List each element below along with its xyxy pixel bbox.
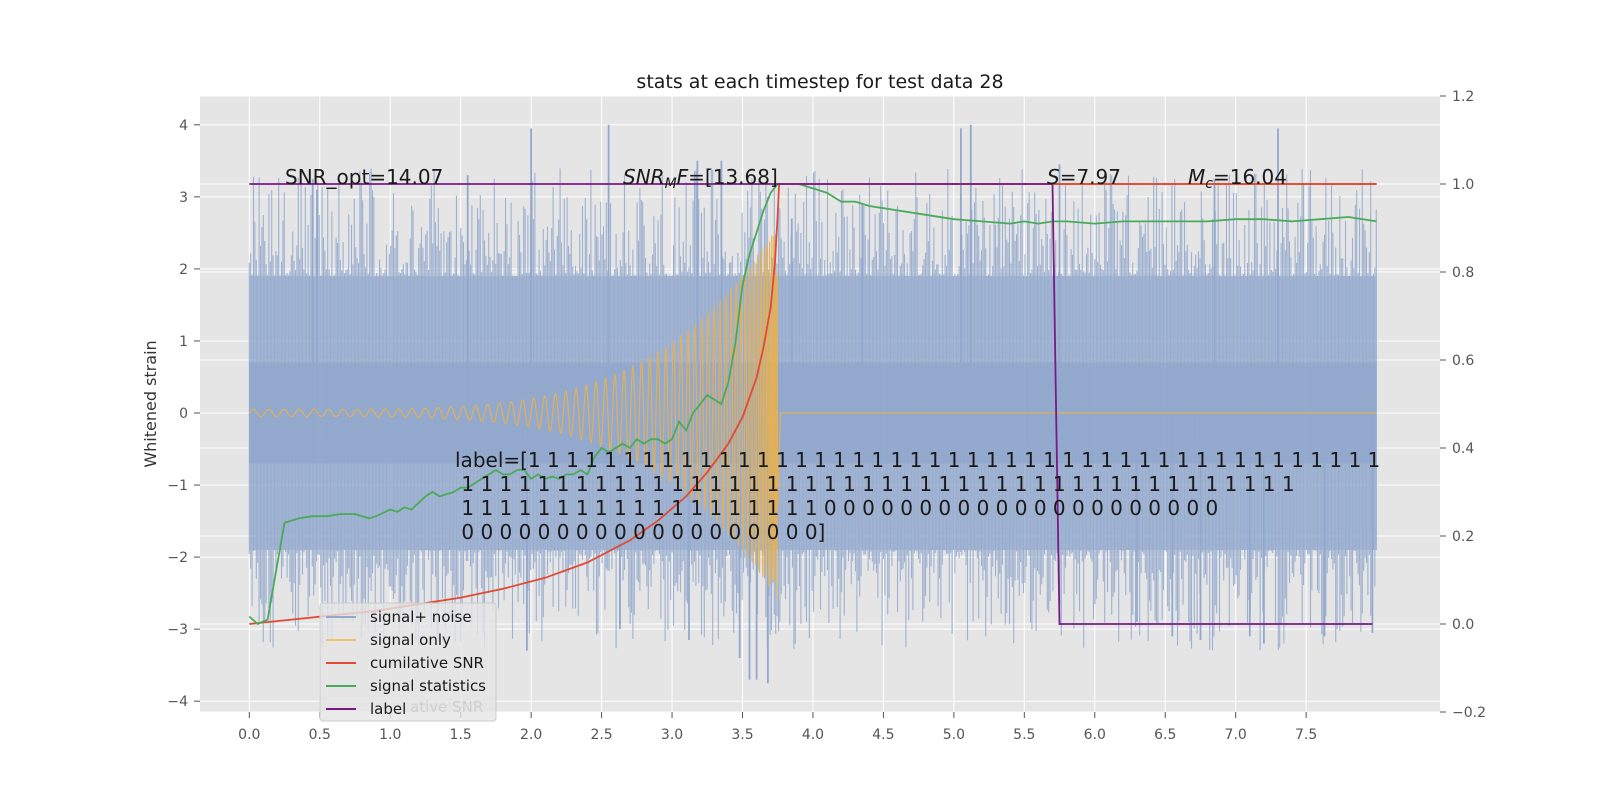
- signal-trace: [248, 235, 1377, 599]
- legend-entry: cumilative SNR: [326, 654, 484, 672]
- noise-spikes: [311, 124, 1374, 684]
- y-tick-label: −4: [167, 694, 188, 710]
- s-sym: S: [1047, 165, 1060, 189]
- y-tick-label: −2: [167, 550, 188, 566]
- series-line-signal-statistics: [248, 183, 1377, 626]
- legend-entry: signal+ noise: [326, 608, 472, 626]
- y-tick-label: 2: [179, 262, 188, 278]
- y-tick-label: 3: [179, 190, 188, 206]
- annotation-label-line-2: 1 1 1 1 1 1 1 1 1 1 1 1 1 1 1 1 1 1 1 1 …: [455, 472, 1295, 496]
- snr-mf-sym: SNR: [623, 165, 665, 189]
- y2-tick-label: 0.8: [1452, 265, 1474, 281]
- annotation-label-line-4: 0 0 0 0 0 0 0 0 0 0 0 0 0 0 0 0 0 0 0]: [455, 520, 825, 544]
- mc-sub: c: [1205, 176, 1213, 192]
- x-tick-label: 2.5: [590, 727, 612, 743]
- x-tick-label: 5.5: [1013, 727, 1035, 743]
- chart-title: stats at each timestep for test data 28: [636, 71, 1003, 93]
- x-tick-label: 5.0: [943, 727, 965, 743]
- legend: ative SNR signal+ noise signal only cumi…: [319, 602, 497, 722]
- legend-label: signal only: [370, 631, 451, 649]
- x-tick-label: 3.0: [661, 727, 683, 743]
- x-tick-label: 7.0: [1225, 727, 1247, 743]
- annotation-snr-mf: SNRMF=[13.68]: [623, 165, 778, 192]
- snr-mf-value: =[13.68]: [688, 165, 778, 189]
- x-tick-label: 2.0: [520, 727, 542, 743]
- legend-label: signal+ noise: [370, 608, 472, 626]
- snr-mf-sub: M: [665, 176, 677, 192]
- x-tick-label: 1.5: [450, 727, 472, 743]
- y2-tick-label: 1.0: [1452, 177, 1474, 193]
- x-tick-label: 7.5: [1295, 727, 1317, 743]
- annotation-snr-opt: SNR_opt=14.07: [285, 165, 443, 189]
- y-tick-label: −1: [167, 478, 188, 494]
- legend-box: [319, 602, 497, 722]
- annotation-label-line-3: 1 1 1 1 1 1 1 1 1 1 1 1 1 1 1 1 1 1 1 0 …: [455, 496, 1218, 520]
- x-tick-label: 4.5: [872, 727, 894, 743]
- y-tick-label: −3: [167, 622, 188, 638]
- y2-tick-label: 1.2: [1452, 89, 1474, 105]
- y2-tick-label: 0.4: [1452, 441, 1474, 457]
- series-line-label: [249, 183, 1373, 625]
- x-tick-label: 6.5: [1154, 727, 1176, 743]
- s-value: =7.97: [1060, 165, 1121, 189]
- mc-sym: M: [1188, 165, 1205, 189]
- legend-label: label: [370, 700, 406, 718]
- annotation-label-line-1: label=[1 1 1 1 1 1 1 1 1 1 1 1 1 1 1 1 1…: [455, 448, 1380, 472]
- legend-ghost-text: ative SNR: [410, 698, 483, 716]
- legend-entry: label: [326, 700, 406, 718]
- x-tick-label: 0.5: [309, 727, 331, 743]
- ticks: 0.0 0.5 1.0 1.5 2.0 2.5 3.0 3.5 4.0 4.5 5.0 5.5 6.0 6…: [167, 89, 1486, 743]
- x-tick-label: 1.0: [379, 727, 401, 743]
- y-axis-label: Whitened strain: [141, 340, 160, 467]
- snr-mf-f: F: [677, 165, 689, 189]
- legend-entry: signal only: [326, 631, 451, 649]
- y2-tick-label: −0.2: [1452, 705, 1486, 721]
- y-tick-label: 1: [179, 334, 188, 350]
- legend-entry: signal statistics: [326, 677, 486, 695]
- y-tick-label: 4: [179, 118, 188, 134]
- y2-tick-label: 0.2: [1452, 529, 1474, 545]
- y-tick-label: 0: [179, 406, 188, 422]
- series-signal-only: [248, 235, 1377, 599]
- legend-label: signal statistics: [370, 677, 486, 695]
- legend-label: cumilative SNR: [370, 654, 484, 672]
- x-tick-label: 6.0: [1084, 727, 1106, 743]
- y2-tick-label: 0.0: [1452, 617, 1474, 633]
- x-tick-label: 4.0: [802, 727, 824, 743]
- annotation-s: S=7.97: [1047, 165, 1121, 189]
- y2-tick-label: 0.6: [1452, 353, 1474, 369]
- x-tick-label: 0.0: [238, 727, 260, 743]
- annotation-mc: Mc=16.04: [1188, 165, 1287, 192]
- x-tick-label: 3.5: [731, 727, 753, 743]
- mc-value: =16.04: [1213, 165, 1287, 189]
